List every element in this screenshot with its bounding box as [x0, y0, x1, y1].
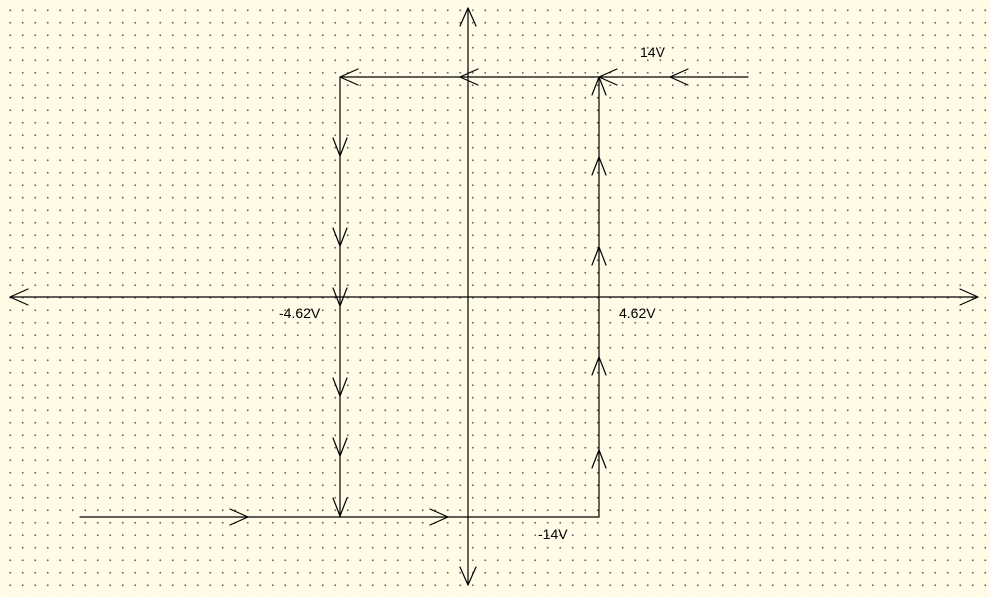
- arrow-down-2: [332, 227, 348, 247]
- arrow-down-5: [332, 437, 348, 457]
- arrow-right-1: [229, 508, 249, 526]
- arrow-left-3: [459, 68, 479, 86]
- arrow-down-3: [332, 287, 348, 307]
- arrow-left-1: [669, 68, 689, 86]
- arrow-down-1: [332, 137, 348, 157]
- arrow-up-1: [591, 76, 607, 96]
- arrow-up-4: [591, 356, 607, 376]
- arrow-down-4: [332, 377, 348, 397]
- x-axis-left-arrowhead: [9, 288, 29, 306]
- arrow-up-3: [591, 246, 607, 266]
- y-axis-bottom-arrowhead: [459, 566, 477, 586]
- upper-saturation-label: 14V: [640, 44, 665, 60]
- y-axis-top-arrowhead: [459, 7, 477, 27]
- upper-threshold-label: 4.62V: [619, 305, 656, 321]
- arrow-up-2: [591, 156, 607, 176]
- x-axis-right-arrowhead: [959, 288, 979, 306]
- arrow-right-2: [429, 508, 449, 526]
- lower-saturation-label: -14V: [538, 526, 568, 542]
- lower-threshold-label: -4.62V: [279, 305, 321, 321]
- arrow-up-5: [591, 449, 607, 469]
- arrow-down-6: [332, 497, 348, 517]
